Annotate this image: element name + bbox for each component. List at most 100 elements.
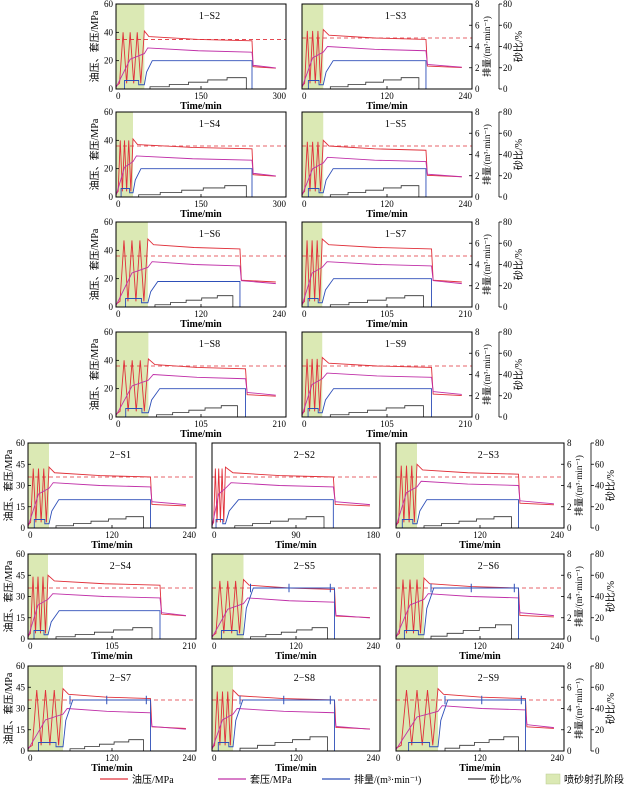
oil-pressure-line bbox=[115, 357, 276, 415]
oil-pressure-line bbox=[301, 139, 462, 195]
sand-tick-label: 0 bbox=[595, 634, 600, 644]
x-tick-label: 180 bbox=[367, 530, 381, 540]
casing-pressure-line bbox=[211, 482, 370, 527]
y-tick-label: 60 bbox=[104, 107, 114, 117]
sand-tick-label: 80 bbox=[503, 217, 513, 227]
rate-tick-label: 0 bbox=[475, 84, 480, 94]
y-tick-label: 0 bbox=[109, 302, 114, 312]
rate-tick-label: 6 bbox=[567, 570, 572, 580]
sand-tick-label: 40 bbox=[503, 150, 513, 160]
y-tick-label: 15 bbox=[16, 502, 26, 512]
y-axis-label-rate: 排量/(m³·min⁻¹) bbox=[573, 455, 584, 516]
sand-ratio-line bbox=[423, 516, 512, 528]
sand-ratio-line bbox=[444, 736, 519, 751]
panel-title: 1−S9 bbox=[385, 339, 406, 350]
rate-tick-label: 8 bbox=[475, 217, 480, 227]
rate-tick-label: 6 bbox=[475, 20, 480, 30]
sand-tick-label: 0 bbox=[503, 302, 508, 312]
panel-title: 2−S9 bbox=[478, 673, 499, 684]
x-axis-label: Time/min bbox=[459, 651, 501, 662]
oil-pressure-line bbox=[301, 28, 462, 87]
rate-tick-label: 4 bbox=[475, 370, 480, 380]
sand-ratio-line bbox=[156, 405, 238, 417]
oil-pressure-line bbox=[301, 356, 462, 415]
sand-jet-band bbox=[302, 332, 323, 417]
panel-1−S5: 1−S50 120 240Time/min02468排量/(m³·min⁻¹)020… bbox=[301, 107, 525, 220]
sand-jet-band bbox=[302, 4, 324, 89]
panel-2−S9: 2−S90 120 240Time/min02468排量/(m³·min⁻¹)020… bbox=[395, 661, 617, 774]
sand-tick-label: 0 bbox=[595, 746, 600, 756]
y-tick-label: 40 bbox=[104, 355, 114, 365]
sand-tick-label: 60 bbox=[503, 20, 513, 30]
x-axis-label: Time/min bbox=[180, 319, 222, 330]
x-axis-label: Time/min bbox=[366, 209, 408, 220]
x-tick-label: 0 bbox=[212, 753, 217, 763]
sand-tick-label: 60 bbox=[595, 570, 605, 580]
x-axis-label: Time/min bbox=[91, 540, 133, 551]
x-tick-label: 0 bbox=[28, 641, 33, 651]
oil-pressure-line bbox=[395, 687, 554, 749]
panel-1−S9: 1−S90 105 210Time/min02468排量/(m³·min⁻¹)020… bbox=[301, 327, 525, 440]
rate-line bbox=[302, 278, 432, 308]
oil-pressure-line bbox=[395, 463, 554, 526]
sand-ratio-line bbox=[250, 627, 328, 639]
casing-pressure-line bbox=[301, 46, 462, 88]
rate-tick-label: 2 bbox=[475, 171, 480, 181]
y-tick-label: 45 bbox=[16, 459, 26, 469]
x-tick-label: 120 bbox=[289, 641, 303, 651]
x-tick-label: 240 bbox=[367, 753, 381, 763]
y-axis-label-rate: 排量/(m³·min⁻¹) bbox=[481, 234, 492, 295]
legend-item-sand: 砂比/% bbox=[468, 773, 521, 786]
sand-jet-band bbox=[116, 4, 145, 89]
y-tick-label: 60 bbox=[16, 438, 26, 448]
legend-item-band: 喷砂射孔阶段 bbox=[545, 773, 624, 786]
panel-title: 1−S4 bbox=[199, 119, 220, 130]
oil-pressure-line bbox=[211, 578, 370, 637]
y-tick-label: 20 bbox=[104, 384, 114, 394]
sand-tick-label: 80 bbox=[595, 661, 605, 671]
sand-tick-label: 20 bbox=[503, 63, 513, 73]
panel-title: 1−S8 bbox=[199, 339, 220, 350]
rate-line bbox=[116, 168, 253, 198]
casing-pressure-line bbox=[27, 708, 186, 750]
x-tick-label: 210 bbox=[459, 419, 473, 429]
x-tick-label: 0 bbox=[302, 419, 307, 429]
rate-tick-label: 6 bbox=[475, 238, 480, 248]
y-tick-label: 15 bbox=[16, 613, 26, 623]
x-tick-label: 0 bbox=[212, 641, 217, 651]
oil-pressure-line bbox=[27, 466, 186, 526]
x-tick-label: 120 bbox=[380, 91, 394, 101]
sand-tick-label: 40 bbox=[503, 260, 513, 270]
rate-tick-label: 4 bbox=[475, 260, 480, 270]
sand-tick-label: 80 bbox=[503, 327, 513, 337]
rate-line bbox=[212, 699, 335, 752]
rate-tick-label: 0 bbox=[567, 523, 572, 533]
panel-2−S5: 2−S5 0 120 240 Time/min bbox=[211, 553, 381, 662]
rate-tick-label: 2 bbox=[475, 63, 480, 73]
sand-tick-label: 60 bbox=[595, 682, 605, 692]
sand-ratio-line bbox=[329, 295, 424, 307]
sand-tick-label: 20 bbox=[503, 281, 513, 291]
rate-line bbox=[28, 699, 151, 752]
y-axis-label-rate: 排量/(m³·min⁻¹) bbox=[481, 344, 492, 405]
sand-tick-label: 0 bbox=[503, 412, 508, 422]
oil-pressure-line bbox=[115, 29, 276, 87]
x-tick-label: 0 bbox=[28, 753, 33, 763]
rate-line bbox=[212, 499, 334, 529]
y-tick-label: 60 bbox=[104, 327, 114, 337]
y-tick-label: 0 bbox=[21, 746, 26, 756]
x-tick-label: 120 bbox=[380, 199, 394, 209]
sand-jet-band bbox=[116, 332, 149, 417]
rate-tick-label: 8 bbox=[567, 661, 572, 671]
casing-pressure-line bbox=[301, 156, 462, 196]
sand-tick-label: 80 bbox=[595, 549, 605, 559]
y-tick-label: 0 bbox=[21, 523, 26, 533]
rate-tick-label: 0 bbox=[567, 746, 572, 756]
x-axis-label: Time/min bbox=[180, 209, 222, 220]
rate-tick-label: 4 bbox=[567, 481, 572, 491]
x-tick-label: 120 bbox=[105, 530, 119, 540]
y-axis-label-sand: 砂比/% bbox=[512, 139, 525, 170]
